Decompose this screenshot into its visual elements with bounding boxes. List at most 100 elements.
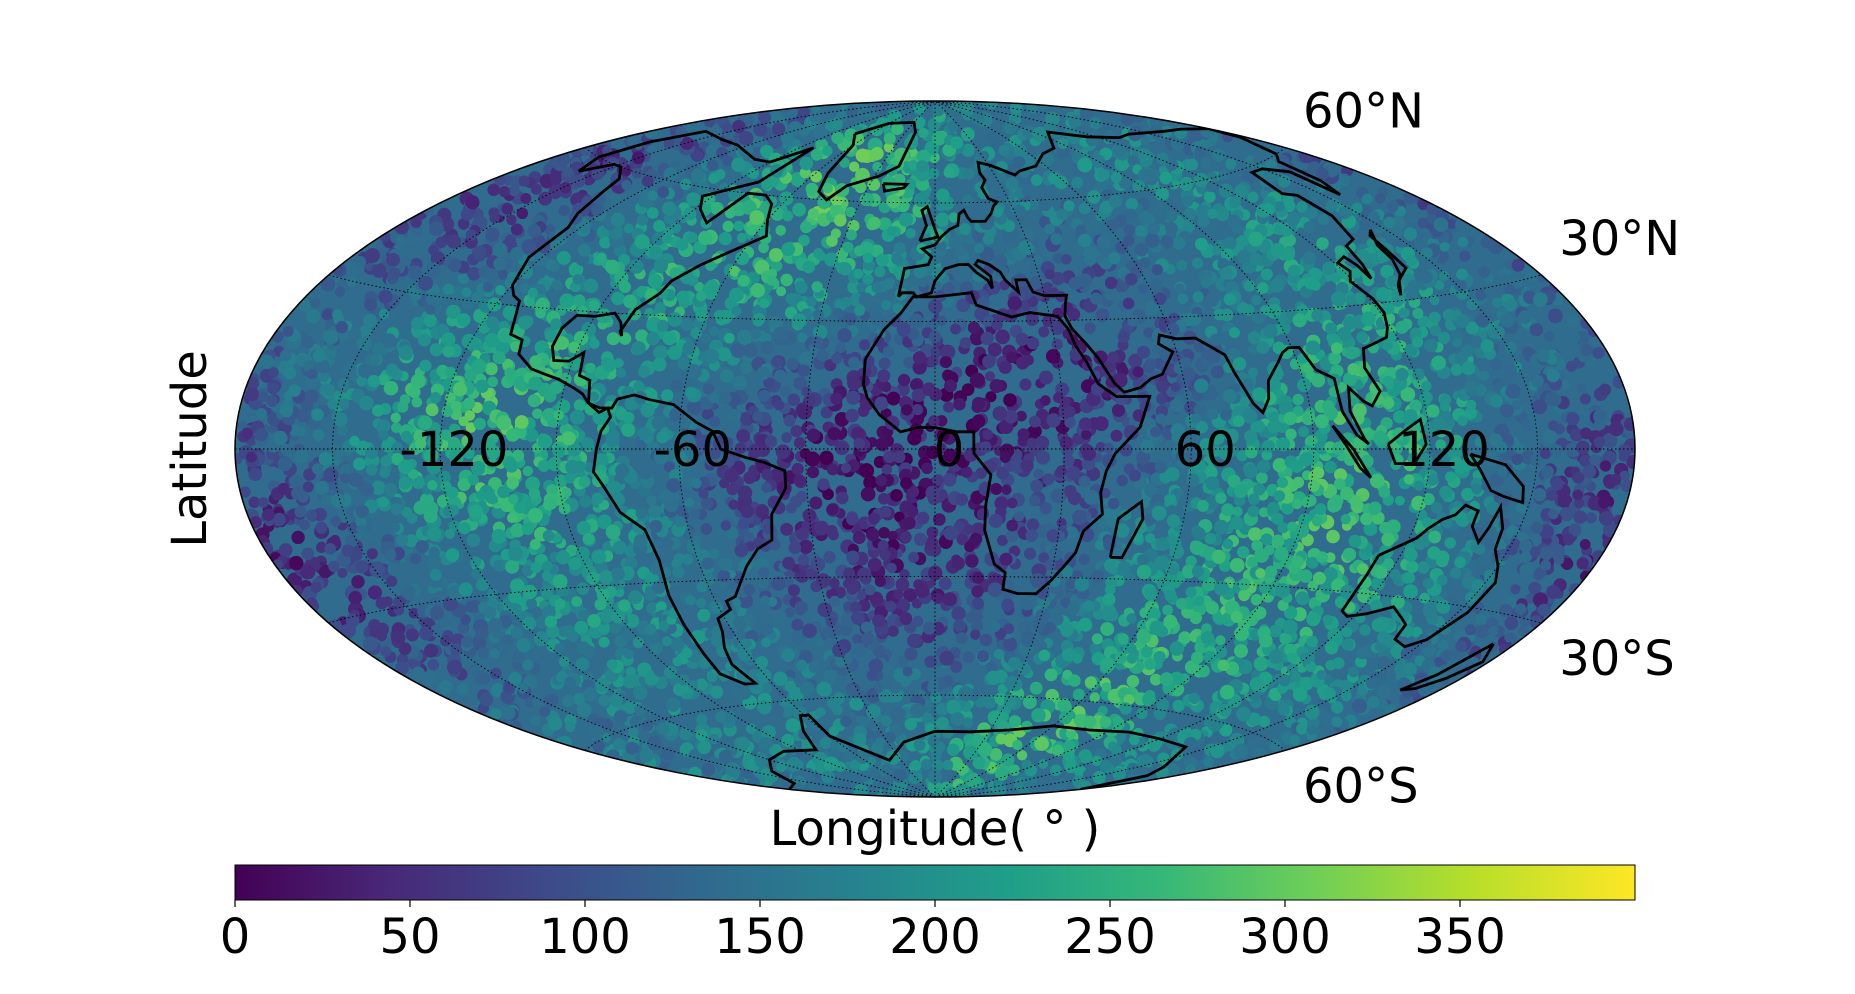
heatmap-cell [1016, 750, 1028, 761]
heatmap-cell [780, 385, 792, 398]
heatmap-cell [1095, 308, 1110, 322]
heatmap-cell [1542, 429, 1557, 444]
heatmap-cell [1417, 315, 1430, 328]
heatmap-cell [670, 379, 684, 392]
heatmap-cell [874, 266, 886, 278]
heatmap-cell [1316, 237, 1329, 250]
heatmap-cell [997, 534, 1008, 546]
heatmap-cell [786, 358, 799, 371]
heatmap-cell [715, 169, 726, 180]
heatmap-cell [1264, 440, 1275, 451]
heatmap-cell [562, 694, 575, 708]
heatmap-cell [1155, 187, 1170, 202]
heatmap-cell [576, 702, 592, 718]
heatmap-cell [773, 369, 787, 383]
heatmap-cell [732, 375, 748, 391]
heatmap-cell [543, 693, 559, 708]
map-body [235, 101, 1635, 797]
heatmap-cell [1038, 326, 1050, 338]
heatmap-cell [829, 595, 841, 607]
heatmap-cell [1116, 474, 1128, 487]
heatmap-cell [700, 333, 711, 344]
heatmap-cell [489, 648, 500, 659]
heatmap-cell [1325, 200, 1337, 212]
heatmap-cell [1417, 561, 1430, 574]
heatmap-cell [792, 202, 806, 217]
heatmap-cell [1435, 439, 1446, 450]
heatmap-cell [287, 572, 302, 588]
heatmap-cell [1548, 308, 1563, 324]
heatmap-cell [1478, 266, 1490, 278]
heatmap-cell [962, 651, 975, 664]
heatmap-cell [1322, 614, 1334, 626]
heatmap-cell [1166, 505, 1178, 516]
heatmap-cell [482, 281, 494, 293]
heatmap-cell [1204, 532, 1217, 545]
heatmap-cell [366, 548, 378, 560]
heatmap-cell [487, 376, 498, 388]
heatmap-cell [1295, 591, 1310, 606]
heatmap-cell [312, 429, 325, 441]
heatmap-cell [794, 437, 806, 449]
heatmap-cell [1225, 158, 1237, 170]
heatmap-cell [621, 629, 635, 642]
heatmap-cell [897, 655, 909, 667]
heatmap-cell [791, 618, 804, 631]
heatmap-cell [1528, 581, 1542, 595]
heatmap-cell [653, 345, 668, 360]
heatmap-cell [1525, 593, 1536, 604]
heatmap-cell [790, 425, 803, 438]
heatmap-cell [1592, 346, 1605, 359]
heatmap-cell [976, 649, 990, 663]
heatmap-cell [953, 244, 967, 257]
heatmap-cell [763, 377, 775, 389]
heatmap-cell [1522, 346, 1534, 358]
heatmap-cell [1419, 592, 1430, 604]
heatmap-cell [1027, 199, 1039, 211]
heatmap-cell [1215, 635, 1226, 646]
heatmap-cell [1022, 695, 1037, 710]
heatmap-cell [780, 522, 793, 536]
heatmap-cell [690, 168, 705, 182]
heatmap-cell [391, 422, 402, 434]
heatmap-cell [465, 422, 477, 433]
heatmap-cell [367, 585, 382, 600]
heatmap-cell [424, 643, 438, 658]
heatmap-cell [1136, 707, 1148, 720]
heatmap-cell [1084, 322, 1096, 334]
heatmap-cell [1211, 365, 1224, 379]
heatmap-cell [648, 504, 662, 519]
heatmap-cell [1457, 236, 1469, 248]
heatmap-cell [1412, 308, 1424, 319]
heatmap-cell [1178, 631, 1192, 644]
heatmap-cell [1248, 367, 1259, 378]
heatmap-cell [775, 225, 786, 236]
heatmap-cell [1317, 213, 1329, 226]
heatmap-cell [779, 191, 794, 206]
heatmap-cell [249, 516, 262, 529]
heatmap-cell [950, 323, 961, 335]
heatmap-cell [1567, 315, 1580, 328]
heatmap-cell [1510, 584, 1521, 595]
heatmap-cell [1505, 341, 1517, 354]
heatmap-cell [892, 303, 904, 314]
heatmap-cell [1008, 764, 1020, 776]
heatmap-cell [495, 285, 506, 296]
heatmap-cell [547, 456, 563, 472]
heatmap-cell [979, 633, 993, 647]
heatmap-cell [1359, 624, 1371, 636]
heatmap-cell [364, 298, 377, 311]
heatmap-cell [1261, 449, 1273, 461]
heatmap-cell [1018, 571, 1032, 584]
heatmap-cell [903, 588, 918, 602]
heatmap-cell [579, 495, 592, 508]
heatmap-cell [1493, 259, 1505, 271]
heatmap-cell [1374, 193, 1386, 204]
heatmap-cell [419, 359, 432, 372]
heatmap-cell [746, 723, 757, 735]
heatmap-cell [1162, 604, 1173, 616]
heatmap-cell [935, 212, 950, 227]
heatmap-cell [1193, 341, 1205, 353]
heatmap-cell [709, 326, 720, 337]
